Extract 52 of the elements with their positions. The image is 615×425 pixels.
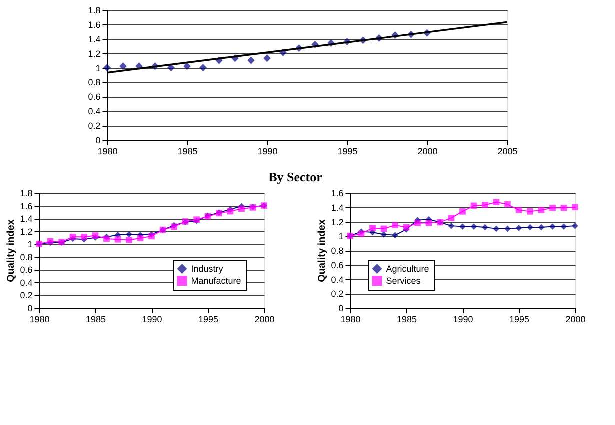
y-tick-label: 0.2 [88,121,101,132]
y-tick-label: 0.8 [88,78,101,88]
y-tick-label: 1.6 [88,20,101,30]
x-tick-label: 1995 [338,146,358,156]
y-axis-title: Quality index [317,219,328,282]
x-tick-label: 2005 [498,146,518,156]
x-tick-label: 1980 [30,314,50,324]
x-tick-label: 1990 [258,146,278,156]
y-tick-label: 1 [338,232,344,242]
y-tick-label: 1.2 [331,217,344,228]
y-tick-label: 0.4 [331,274,344,285]
x-tick-label: 1990 [453,314,474,324]
x-tick-label: 1980 [340,314,361,324]
y-tick-label: 0.4 [20,278,33,288]
y-tick-label: 0.4 [88,106,101,117]
x-tick-label: 1985 [86,314,106,324]
y-tick-label: 1.6 [331,188,344,198]
x-tick-label: 1980 [98,146,118,156]
y-tick-label: 1.6 [20,201,33,212]
y-tick-label: 0.2 [20,290,33,301]
y-tick-label: 0 [28,304,33,314]
x-tick-label: 1985 [178,146,198,156]
x-tick-label: 1985 [396,314,418,324]
legend-label: Services [386,276,422,286]
y-tick-label: 0.6 [331,260,344,270]
x-tick-label: 1995 [198,314,219,324]
x-tick-label: 2000 [418,146,438,156]
y-tick-label: 0.8 [20,252,33,262]
y-tick-label: 0.8 [331,246,344,256]
x-tick-label: 2000 [566,314,586,324]
y-tick-label: 0.6 [88,92,101,102]
y-tick-label: 1 [28,240,33,250]
x-tick-label: 1990 [142,314,162,324]
y-tick-label: 1.2 [20,226,33,237]
y-tick-label: 0.6 [20,265,33,276]
x-tick-label: 2000 [254,314,275,324]
y-axis-title: Quality index [6,219,18,282]
text: By Sector [268,170,323,184]
y-tick-label: 1.2 [88,48,101,59]
legend-label: Industry [191,264,224,274]
legend-label: Agriculture [386,264,430,274]
y-tick-label: 1.8 [88,6,101,16]
y-tick-label: 1.4 [20,214,33,224]
y-tick-label: 0 [96,136,101,146]
y-tick-label: 1.4 [331,202,344,213]
y-tick-label: 0.2 [331,289,344,300]
y-tick-label: 1.4 [88,34,101,44]
legend-label: Manufacture [191,276,242,286]
y-tick-label: 1.8 [20,188,33,198]
x-tick-label: 1995 [509,314,530,324]
y-tick-label: 1 [96,63,101,74]
y-tick-label: 0 [338,304,344,314]
